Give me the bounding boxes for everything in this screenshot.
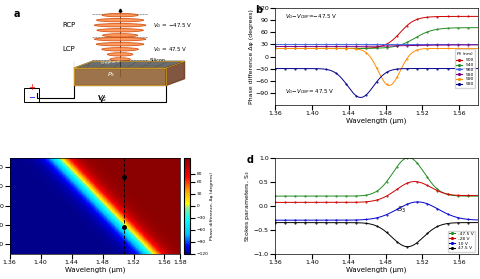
Polygon shape — [74, 68, 166, 85]
Ellipse shape — [102, 13, 138, 17]
Text: +: + — [28, 83, 35, 92]
Ellipse shape — [95, 37, 146, 41]
Text: $V_G$ = 47.5 V: $V_G$ = 47.5 V — [153, 45, 188, 54]
Text: $V_G$: $V_G$ — [96, 93, 107, 104]
Legend: -47.5 V, -28 V, 10 V, 47.5 V: -47.5 V, -28 V, 10 V, 47.5 V — [448, 230, 475, 252]
Text: a: a — [13, 9, 20, 19]
Text: $V_G$ = $-$47.5 V: $V_G$ = $-$47.5 V — [153, 21, 192, 30]
X-axis label: Wavelength (μm): Wavelength (μm) — [346, 117, 407, 124]
Text: $S_3$: $S_3$ — [396, 205, 406, 215]
Text: b: b — [255, 6, 262, 15]
Bar — [24, 88, 39, 102]
Text: $V_G$$-$$V_{CNP}$= 47.5 V: $V_G$$-$$V_{CNP}$= 47.5 V — [285, 87, 335, 96]
Text: Silicon: Silicon — [150, 58, 166, 63]
Ellipse shape — [96, 43, 144, 46]
Ellipse shape — [108, 53, 133, 56]
Y-axis label: Stokes parameters, S$_3$: Stokes parameters, S$_3$ — [243, 170, 252, 242]
Ellipse shape — [95, 23, 146, 27]
X-axis label: Wavelength (μm): Wavelength (μm) — [346, 266, 407, 273]
Text: −: − — [28, 93, 35, 102]
Polygon shape — [74, 61, 185, 68]
Text: $V_G$$-$$V_{CNP}$=$-$47.5 V: $V_G$$-$$V_{CNP}$=$-$47.5 V — [285, 12, 337, 21]
Y-axis label: Phase difference, Δφ (degrees): Phase difference, Δφ (degrees) — [210, 172, 214, 240]
Text: d: d — [247, 155, 253, 165]
Ellipse shape — [102, 48, 138, 51]
Ellipse shape — [103, 34, 138, 37]
Text: $P_S$: $P_S$ — [107, 70, 115, 79]
Ellipse shape — [110, 58, 131, 61]
Legend: 500, 540, 560, 580, 590, 580: 500, 540, 560, 580, 590, 580 — [455, 49, 475, 88]
Polygon shape — [166, 61, 185, 85]
Text: Graphene: Graphene — [101, 59, 121, 65]
Text: LCP: LCP — [62, 46, 75, 52]
Ellipse shape — [96, 18, 144, 22]
X-axis label: Wavelength (μm): Wavelength (μm) — [65, 266, 125, 273]
Y-axis label: Phase difference Δφ (degrees): Phase difference Δφ (degrees) — [249, 9, 254, 104]
Text: RCP: RCP — [62, 22, 75, 28]
Ellipse shape — [97, 28, 144, 32]
